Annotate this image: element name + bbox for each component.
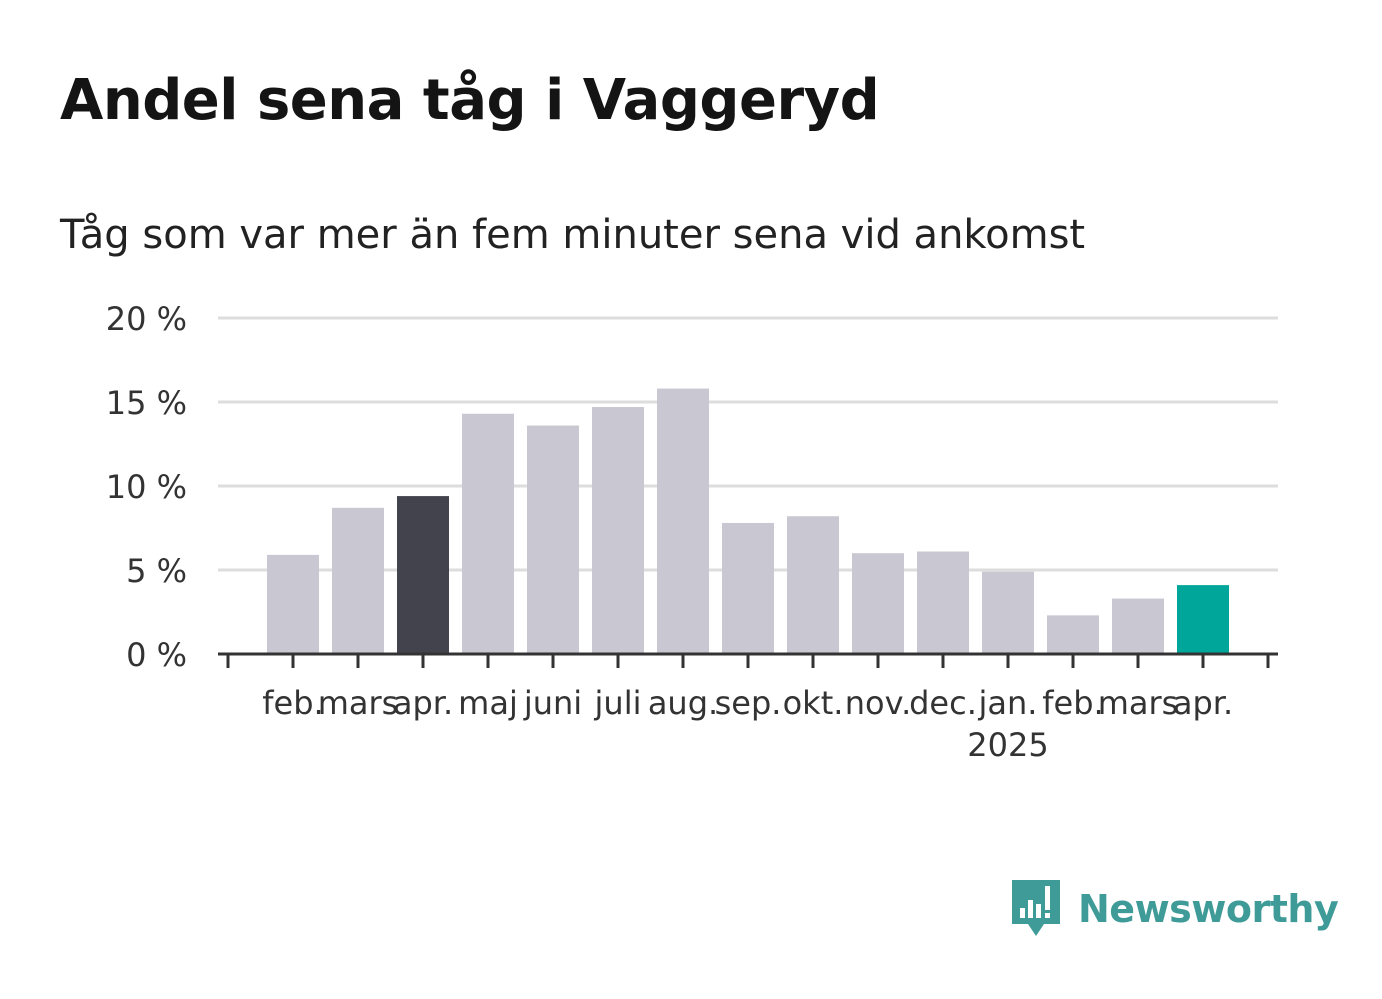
y-tick-label: 5 %	[126, 552, 187, 590]
x-tick-label: juli	[594, 684, 642, 722]
bar	[332, 507, 384, 654]
chart-subtitle: Tåg som var mer än fem minuter sena vid …	[60, 212, 1086, 258]
x-tick-label: apr.	[1173, 684, 1233, 722]
bar	[657, 388, 709, 654]
x-tick-label: sep.	[715, 684, 782, 722]
y-tick-label: 20 %	[106, 300, 187, 338]
x-tick-label: okt.	[783, 684, 844, 722]
bar	[917, 551, 969, 654]
bar	[527, 425, 579, 654]
x-tick-label: mars	[318, 684, 399, 722]
chart-title: Andel sena tåg i Vaggeryd	[60, 68, 880, 133]
bar	[852, 553, 904, 654]
x-tick-label: jan.	[978, 684, 1038, 722]
bar	[397, 496, 449, 654]
x-tick-label: aug.	[648, 684, 718, 722]
x-tick-label: maj	[458, 684, 518, 722]
bars	[267, 388, 1229, 654]
bar	[722, 522, 774, 654]
x-year-label: 2025	[967, 726, 1048, 764]
bar	[787, 516, 839, 654]
y-tick-label: 0 %	[126, 636, 187, 674]
bar	[592, 407, 644, 654]
bar	[267, 554, 319, 654]
x-tick-label: mars	[1098, 684, 1179, 722]
bar	[1112, 598, 1164, 654]
bar	[462, 413, 514, 654]
bar	[982, 571, 1034, 654]
x-axis	[218, 652, 1278, 668]
newsworthy-logo-icon	[1012, 880, 1060, 936]
x-tick-label: dec.	[909, 684, 977, 722]
bar	[1177, 585, 1229, 654]
y-tick-label: 15 %	[106, 384, 187, 422]
x-tick-label: apr.	[393, 684, 453, 722]
newsworthy-logo[interactable]: Newsworthy	[1010, 878, 1339, 940]
bar	[1047, 615, 1099, 654]
x-tick-label: feb.	[262, 684, 323, 722]
x-tick-label: feb.	[1042, 684, 1103, 722]
y-tick-label: 10 %	[106, 468, 187, 506]
x-tick-label: nov.	[845, 684, 911, 722]
x-tick-label: juni	[523, 684, 582, 722]
brand-name: Newsworthy	[1078, 887, 1339, 931]
